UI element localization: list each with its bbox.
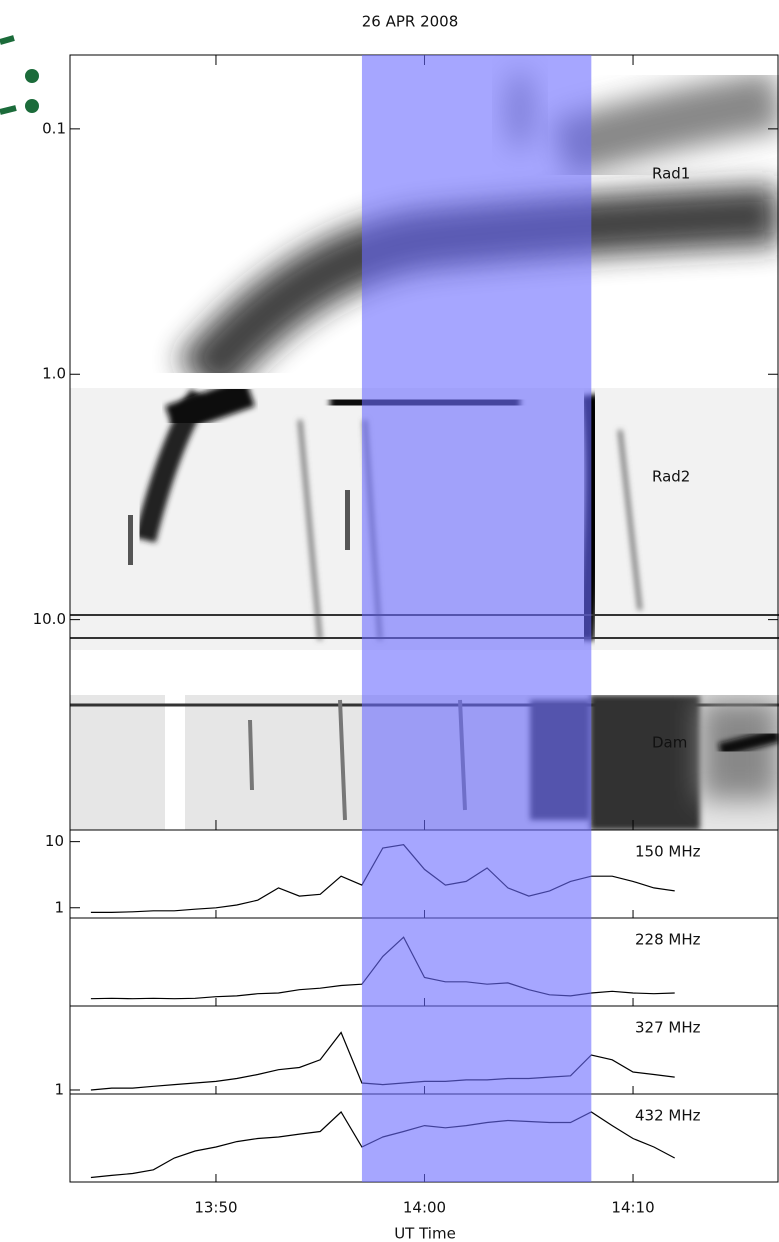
panel-label: Rad2 [652,468,690,486]
series-label: 327 MHz [635,1019,701,1037]
y-tick-label: 1 [54,1080,64,1098]
x-axis-label: UT Time [394,1225,456,1242]
panel-label: Dam [652,734,687,752]
decoration [0,35,39,115]
x-tick-label: 14:00 [403,1199,446,1217]
panel-label: Rad1 [652,165,690,183]
highlight-band [361,55,592,1182]
x-tick-label: 13:50 [194,1199,237,1217]
y-tick-label: 0.1 [42,119,66,137]
x-tick-label: 14:10 [611,1199,654,1217]
series-label: 432 MHz [635,1107,701,1125]
chart-title: 26 APR 2008 [362,13,459,31]
y-tick-label: 10 [45,832,64,850]
y-tick-label: 1 [54,898,64,916]
y-tick-label: 10.0 [33,610,66,628]
series-label: 150 MHz [635,843,701,861]
y-tick-label: 1.0 [42,365,66,383]
series-label: 228 MHz [635,931,701,949]
